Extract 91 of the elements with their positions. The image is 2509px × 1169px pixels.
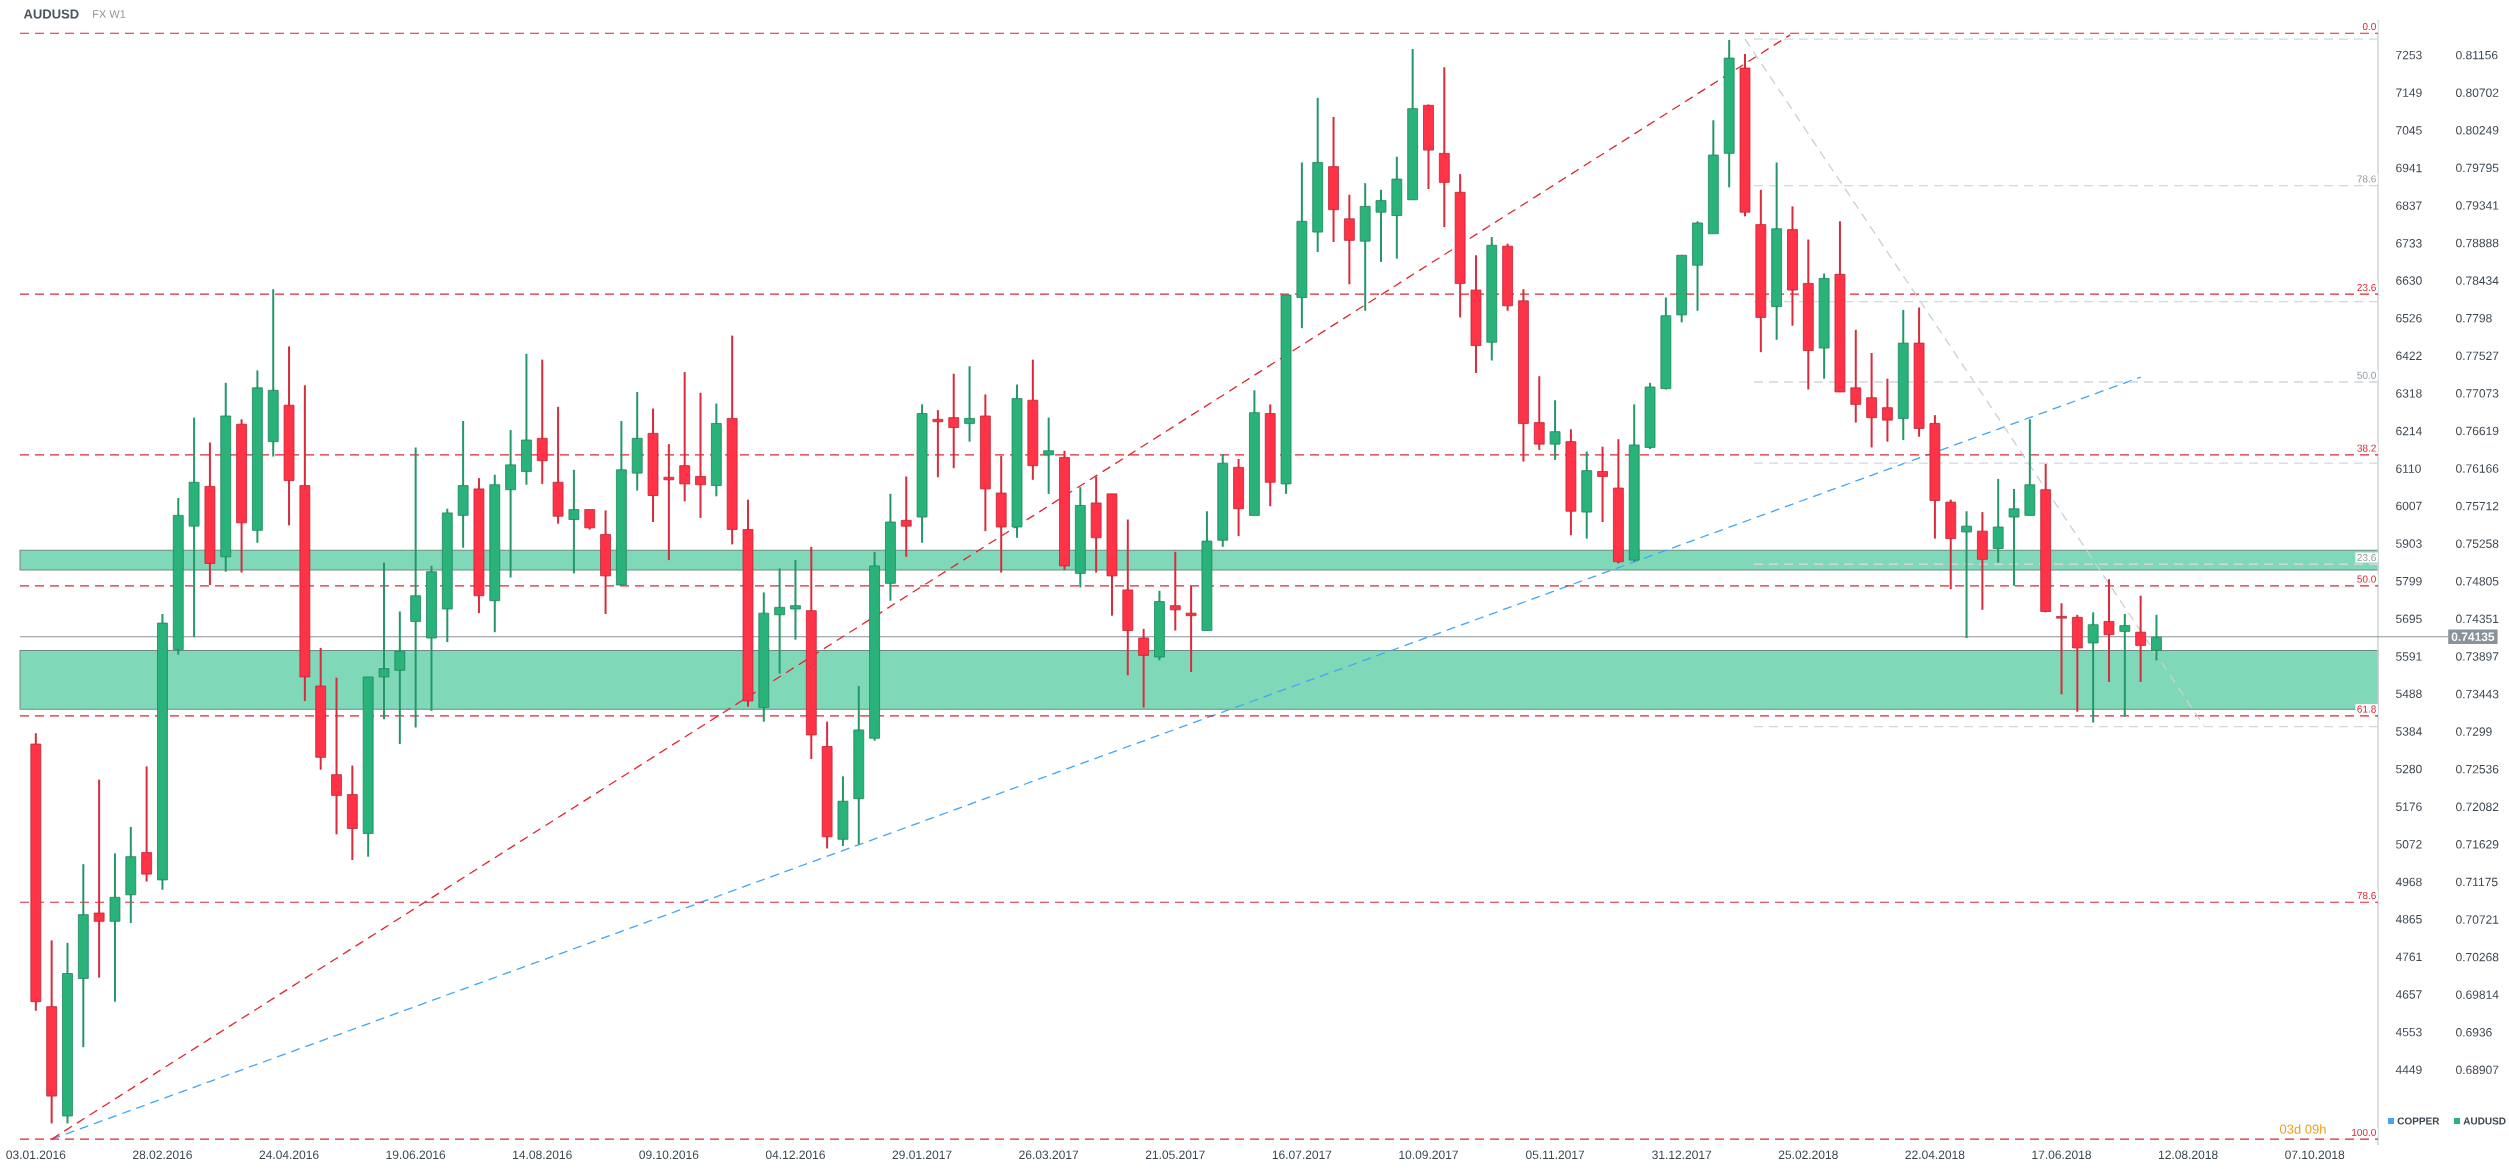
y-tick-label: 0.78434 <box>2456 276 2499 285</box>
annotation: 23.6 <box>2357 553 2376 562</box>
x-tick-label: 16.07.2017 <box>1272 1150 1332 1160</box>
y-tick-label: 0.79341 <box>2456 201 2499 210</box>
annotation: 38.2 <box>2357 444 2376 452</box>
x-tick-label: 04.12.2016 <box>765 1150 825 1160</box>
y-tick-label: 0.72082 <box>2456 802 2499 812</box>
y-tick-label: 0.69814 <box>2456 990 2499 999</box>
y-tick-label: 0.79795 <box>2456 163 2499 173</box>
y2-tick-label: 4553 <box>2395 1027 2422 1037</box>
y2-tick-label: 6422 <box>2396 351 2422 361</box>
y2-tick-label: 5591 <box>2396 652 2422 661</box>
y2-tick-label: 6837 <box>2396 201 2422 210</box>
y2-tick-label: 4449 <box>2395 1065 2422 1074</box>
x-tick-label: 19.06.2016 <box>386 1150 446 1160</box>
y-tick-label: 0.76166 <box>2456 464 2499 473</box>
y2-tick-label: 6526 <box>2396 313 2422 323</box>
y2-tick-label: 6318 <box>2396 389 2422 398</box>
y-tick-label: 0.74805 <box>2456 577 2499 586</box>
y2-tick-label: 5176 <box>2396 802 2422 811</box>
y-tick-label: 0.72536 <box>2456 764 2499 774</box>
y-tick-label: 0.71629 <box>2456 840 2499 849</box>
x-tick-label: 14.08.2016 <box>513 1150 572 1160</box>
x-tick-label: 03.01.2016 <box>6 1150 66 1160</box>
y2-tick-label: 6630 <box>2396 276 2422 285</box>
y-tick-label: 0.80702 <box>2456 88 2499 97</box>
x-tick-label: 22.04.2018 <box>1905 1150 1965 1160</box>
ref-line-label: 0.74135 <box>2451 632 2495 642</box>
y2-tick-label: 4761 <box>2395 952 2422 962</box>
annotation: 50.0 <box>2357 371 2376 379</box>
y-tick-label: 0.77073 <box>2456 389 2499 398</box>
x-tick-label: 25.02.2018 <box>1778 1150 1838 1160</box>
x-tick-label: 07.10.2018 <box>2285 1150 2345 1160</box>
annotation: 23.6 <box>2357 283 2376 291</box>
y2-tick-label: 5280 <box>2396 764 2422 774</box>
y-tick-label: 0.76619 <box>2456 426 2499 436</box>
x-tick-label: 12.08.2018 <box>2158 1150 2218 1160</box>
y-tick-label: 0.68907 <box>2456 1065 2499 1075</box>
annotation: 78.6 <box>2357 891 2376 900</box>
x-tick-label: 29.01.2017 <box>892 1150 952 1160</box>
y2-tick-label: 7149 <box>2396 88 2422 97</box>
y2-tick-label: 4657 <box>2395 990 2422 999</box>
y2-tick-label: 5384 <box>2396 727 2422 736</box>
legend-label: COPPER <box>2397 1117 2440 1125</box>
chart-subtitle: FX W1 <box>93 10 126 18</box>
y-tick-label: 0.7299 <box>2456 727 2492 736</box>
x-tick-label: 17.06.2018 <box>2032 1150 2091 1160</box>
annotation: 100.0 <box>2352 1128 2376 1136</box>
y2-tick-label: 5799 <box>2396 576 2422 586</box>
y2-tick-label: 7045 <box>2396 126 2422 135</box>
y-tick-label: 0.70268 <box>2456 952 2499 962</box>
y2-tick-label: 5903 <box>2396 539 2422 548</box>
y2-tick-label: 6007 <box>2396 501 2422 511</box>
x-tick-label: 05.11.2017 <box>1525 1150 1585 1160</box>
y2-tick-label: 4968 <box>2395 877 2422 887</box>
y-tick-label: 0.75712 <box>2456 501 2499 511</box>
y-tick-label: 0.6936 <box>2456 1028 2492 1037</box>
annotation: 0.0 <box>2362 22 2376 31</box>
y-tick-label: 0.78888 <box>2456 238 2499 248</box>
y-tick-label: 0.74351 <box>2456 614 2499 624</box>
y2-tick-label: 6214 <box>2396 426 2422 436</box>
chart-title: AUDUSD <box>23 9 79 19</box>
y2-tick-label: 4865 <box>2395 914 2422 924</box>
x-tick-label: 28.02.2016 <box>133 1150 192 1160</box>
x-tick-label: 26.03.2017 <box>1019 1150 1079 1160</box>
y-tick-label: 0.81156 <box>2456 50 2498 60</box>
y2-tick-label: 5488 <box>2396 689 2422 698</box>
annotation: 61.8 <box>2357 705 2376 713</box>
y-tick-label: 0.77527 <box>2456 351 2499 360</box>
y-tick-label: 0.73443 <box>2456 689 2499 699</box>
annotation: 03d 09h <box>2279 1124 2326 1134</box>
y2-tick-label: 7253 <box>2396 50 2422 60</box>
y2-tick-label: 6733 <box>2396 239 2422 248</box>
y2-tick-label: 6941 <box>2396 163 2422 173</box>
y2-tick-label: 6110 <box>2396 464 2421 473</box>
y2-tick-label: 5072 <box>2396 840 2422 849</box>
annotation: 50.0 <box>2357 575 2376 583</box>
x-tick-label: 31.12.2017 <box>1652 1150 1712 1160</box>
y2-tick-label: 5695 <box>2396 614 2422 624</box>
x-tick-label: 09.10.2016 <box>639 1150 699 1160</box>
legend-label: AUDUSD <box>2463 1117 2506 1125</box>
x-tick-label: 10.09.2017 <box>1399 1150 1458 1160</box>
y-tick-label: 0.7798 <box>2456 313 2492 323</box>
y-tick-label: 0.73897 <box>2456 652 2499 661</box>
y-tick-label: 0.71175 <box>2456 877 2498 887</box>
y-tick-label: 0.80249 <box>2456 126 2499 135</box>
x-tick-label: 21.05.2017 <box>1145 1150 1205 1160</box>
y-tick-label: 0.75258 <box>2456 539 2499 548</box>
x-tick-label: 24.04.2016 <box>259 1150 319 1160</box>
y-tick-label: 0.70721 <box>2456 915 2499 924</box>
annotation: 78.6 <box>2357 175 2376 183</box>
